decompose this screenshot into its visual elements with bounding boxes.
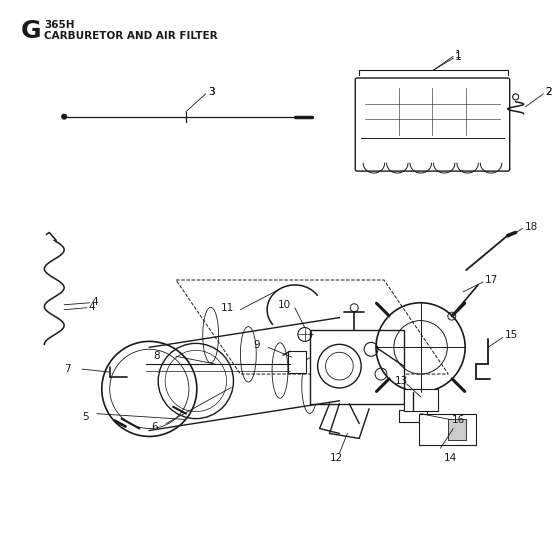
Bar xyxy=(310,329,404,404)
Text: 9: 9 xyxy=(253,340,260,351)
Text: 4: 4 xyxy=(89,302,96,312)
Text: 12: 12 xyxy=(329,453,343,463)
Text: 2: 2 xyxy=(545,87,552,97)
FancyBboxPatch shape xyxy=(355,78,510,171)
Text: 8: 8 xyxy=(153,351,160,361)
Text: 5: 5 xyxy=(82,412,88,422)
Circle shape xyxy=(62,114,67,119)
Text: 4: 4 xyxy=(92,297,99,307)
Text: CARBURETOR AND AIR FILTER: CARBURETOR AND AIR FILTER xyxy=(44,31,218,41)
Text: 6: 6 xyxy=(151,422,158,432)
Text: 14: 14 xyxy=(444,453,456,463)
Text: 17: 17 xyxy=(485,275,498,285)
Text: 2: 2 xyxy=(545,87,552,97)
Text: G: G xyxy=(21,18,41,43)
Bar xyxy=(404,389,438,410)
Text: 3: 3 xyxy=(208,87,214,97)
Text: 18: 18 xyxy=(525,222,538,231)
Text: 1: 1 xyxy=(455,52,462,62)
Text: 7: 7 xyxy=(64,364,71,374)
Bar xyxy=(419,414,476,445)
Text: 11: 11 xyxy=(221,303,234,312)
Text: 3: 3 xyxy=(208,87,214,97)
Bar xyxy=(288,351,306,373)
Bar xyxy=(399,410,427,422)
Text: 365H: 365H xyxy=(44,20,75,30)
Text: 10: 10 xyxy=(278,300,291,310)
Text: 13: 13 xyxy=(395,376,408,386)
Text: 15: 15 xyxy=(505,330,518,340)
Text: 16: 16 xyxy=(452,414,465,424)
Bar xyxy=(449,419,466,440)
Text: 1: 1 xyxy=(455,50,462,60)
